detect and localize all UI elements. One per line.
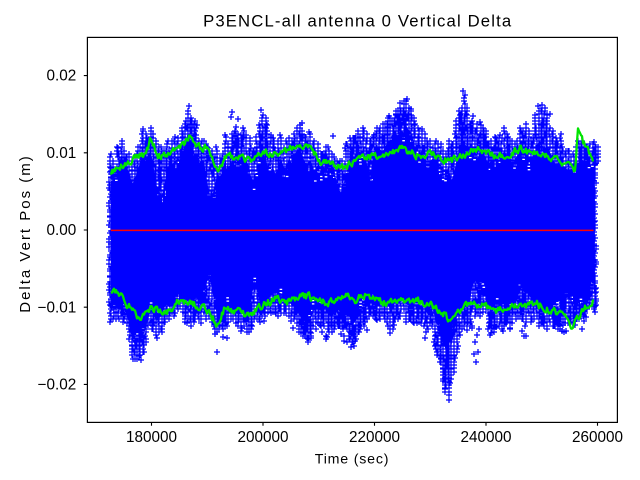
- svg-text:Delta Vert Pos (m): Delta Vert Pos (m): [17, 154, 34, 313]
- svg-text:240000: 240000: [460, 429, 511, 446]
- svg-text:260000: 260000: [572, 429, 623, 446]
- svg-text:−0.02: −0.02: [38, 377, 77, 394]
- svg-text:0.01: 0.01: [47, 145, 77, 162]
- svg-text:Time (sec): Time (sec): [315, 451, 389, 467]
- svg-text:200000: 200000: [237, 429, 288, 446]
- svg-text:0.02: 0.02: [47, 68, 77, 85]
- svg-text:−0.01: −0.01: [38, 299, 77, 316]
- svg-text:0.00: 0.00: [47, 222, 77, 239]
- svg-text:220000: 220000: [349, 429, 400, 446]
- svg-text:P3ENCL-all antenna 0 Vertical: P3ENCL-all antenna 0 Vertical Delta: [203, 11, 512, 30]
- svg-text:180000: 180000: [126, 429, 177, 446]
